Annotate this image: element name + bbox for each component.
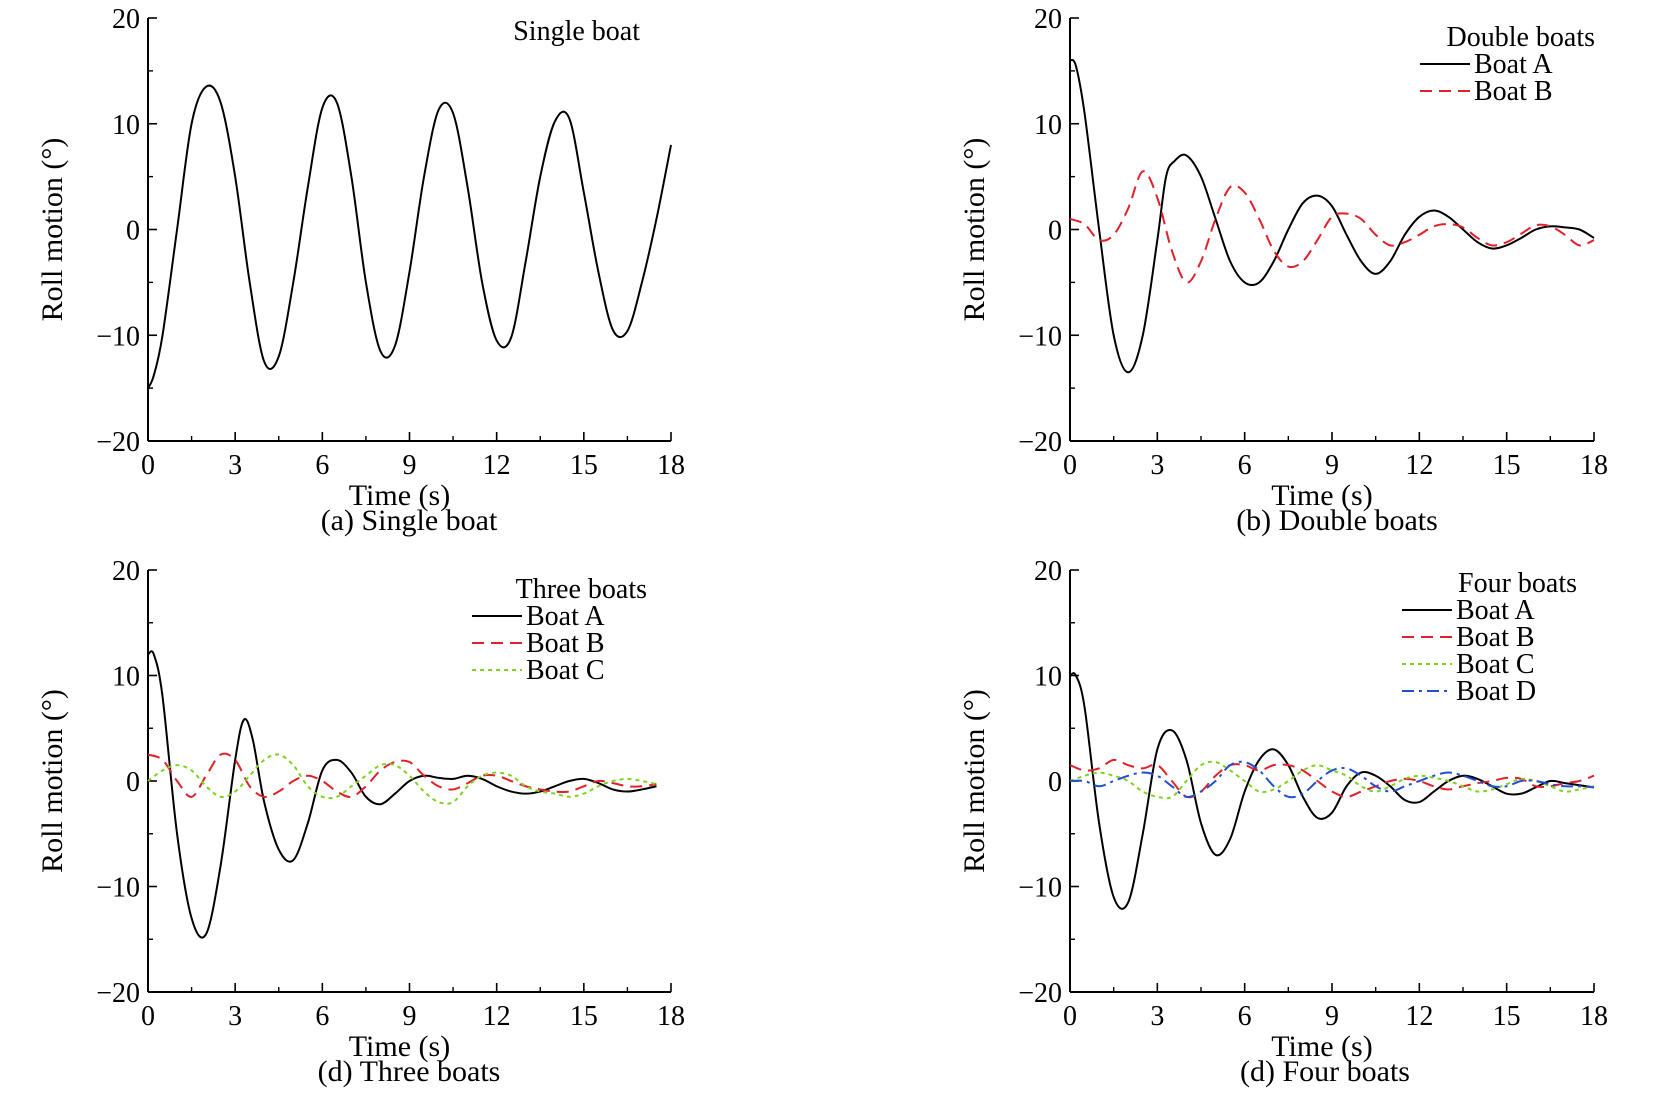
x-tick-label: 9	[1325, 450, 1339, 481]
y-tick-label: −10	[96, 873, 140, 904]
series-line-boat-a	[147, 650, 657, 939]
x-tick-label: 0	[141, 1001, 155, 1032]
y-tick-label: 20	[112, 4, 140, 35]
legend-label: Boat D	[1456, 676, 1536, 707]
y-tick-label: 20	[1034, 556, 1062, 587]
legend-label: Boat C	[526, 655, 605, 686]
y-tick-label: 20	[1034, 4, 1062, 35]
x-tick-label: 6	[1238, 450, 1252, 481]
legend-title: Three boats	[516, 574, 647, 605]
series-line-boat-c	[147, 753, 657, 805]
x-tick-label: 3	[1150, 1001, 1164, 1032]
x-tick-label: 3	[1150, 450, 1164, 481]
y-tick-label: −20	[1018, 427, 1062, 458]
series-line-boat-a	[1069, 672, 1595, 910]
x-axis-title: Time (s)	[1271, 479, 1372, 512]
x-tick-label: 15	[570, 450, 598, 481]
series-line-roll	[147, 84, 672, 389]
x-tick-label: 12	[483, 1001, 511, 1032]
x-tick-label: 6	[1238, 1001, 1252, 1032]
panel-caption: (a) Single boat	[321, 504, 498, 537]
series-line-boat-b	[1069, 170, 1595, 284]
y-tick-label: 10	[112, 662, 140, 693]
y-tick-label: 10	[1034, 110, 1062, 141]
y-tick-label: 20	[112, 556, 140, 587]
x-tick-label: 15	[570, 1001, 598, 1032]
legend-label: Boat A	[1456, 595, 1535, 626]
y-tick-label: −10	[1018, 873, 1062, 904]
chart-panel-4: 0 3 6 9 12 15 18 −20 −10 0 10 20 Time (s) Roll motion…	[958, 556, 1608, 1088]
x-tick-label: 6	[315, 1001, 329, 1032]
series-line-boat-b	[147, 752, 657, 798]
x-tick-label: 6	[315, 450, 329, 481]
x-tick-label: 9	[403, 1001, 417, 1032]
x-tick-label: 18	[1580, 1001, 1608, 1032]
y-axis-title: Roll motion (°)	[958, 689, 991, 873]
x-tick-label: 9	[1325, 1001, 1339, 1032]
x-tick-label: 9	[403, 450, 417, 481]
x-tick-label: 15	[1493, 450, 1521, 481]
chart-panel-1: 0 3 6 9 12 15 18 −20 −10 0 10 20 Time (s) Roll motion…	[36, 4, 685, 537]
y-tick-label: 0	[1048, 767, 1062, 798]
x-tick-label: 12	[1405, 1001, 1433, 1032]
legend-label: Boat A	[1474, 49, 1553, 80]
legend-label: Boat C	[1456, 649, 1535, 680]
legend: Single boat	[513, 16, 640, 47]
x-tick-label: 18	[657, 1001, 685, 1032]
x-tick-label: 12	[1405, 450, 1433, 481]
x-tick-label: 3	[228, 1001, 242, 1032]
y-tick-label: 10	[112, 110, 140, 141]
y-tick-label: −10	[96, 321, 140, 352]
chart-panel-2: 0 3 6 9 12 15 18 −20 −10 0 10 20 Time (s) Roll motion…	[958, 4, 1608, 537]
panel-caption: (d) Three boats	[318, 1055, 501, 1088]
x-tick-label: 15	[1493, 1001, 1521, 1032]
series-line-boat-c	[1069, 760, 1595, 800]
y-tick-label: −10	[1018, 321, 1062, 352]
panel-caption: (b) Double boats	[1236, 504, 1438, 537]
y-axis-title: Roll motion (°)	[36, 138, 69, 322]
x-tick-label: 0	[1063, 450, 1077, 481]
x-tick-label: 18	[657, 450, 685, 481]
y-tick-label: 0	[126, 216, 140, 247]
x-tick-label: 0	[1063, 1001, 1077, 1032]
y-tick-label: −20	[96, 427, 140, 458]
legend-label: Boat B	[1456, 622, 1535, 653]
series-line-boat-b	[1069, 758, 1595, 799]
x-tick-label: 3	[228, 450, 242, 481]
legend-label: Boat B	[526, 628, 605, 659]
y-axis-title: Roll motion (°)	[36, 689, 69, 873]
x-axis-title: Time (s)	[1271, 1030, 1372, 1063]
series-line-boat-d	[1069, 760, 1595, 799]
y-axis-title: Roll motion (°)	[958, 138, 991, 322]
y-tick-label: 0	[126, 767, 140, 798]
y-tick-label: 10	[1034, 662, 1062, 693]
y-tick-label: 0	[1048, 216, 1062, 247]
y-tick-label: −20	[96, 978, 140, 1009]
x-axis-title: Time (s)	[349, 1030, 450, 1063]
y-tick-label: −20	[1018, 978, 1062, 1009]
legend-label: Boat B	[1474, 76, 1553, 107]
x-tick-label: 12	[483, 450, 511, 481]
legend-title: Single boat	[513, 16, 640, 47]
chart-panel-3: 0 3 6 9 12 15 18 −20 −10 0 10 20 Time (s) Roll motion…	[36, 556, 685, 1088]
legend-title: Double boats	[1446, 22, 1595, 53]
panel-caption: (d) Four boats	[1240, 1055, 1410, 1088]
x-tick-label: 18	[1580, 450, 1608, 481]
series-line-boat-a	[1069, 58, 1595, 374]
legend-title: Four boats	[1458, 568, 1577, 599]
x-tick-label: 0	[141, 450, 155, 481]
x-axis-title: Time (s)	[349, 479, 450, 512]
legend-label: Boat A	[526, 601, 605, 632]
